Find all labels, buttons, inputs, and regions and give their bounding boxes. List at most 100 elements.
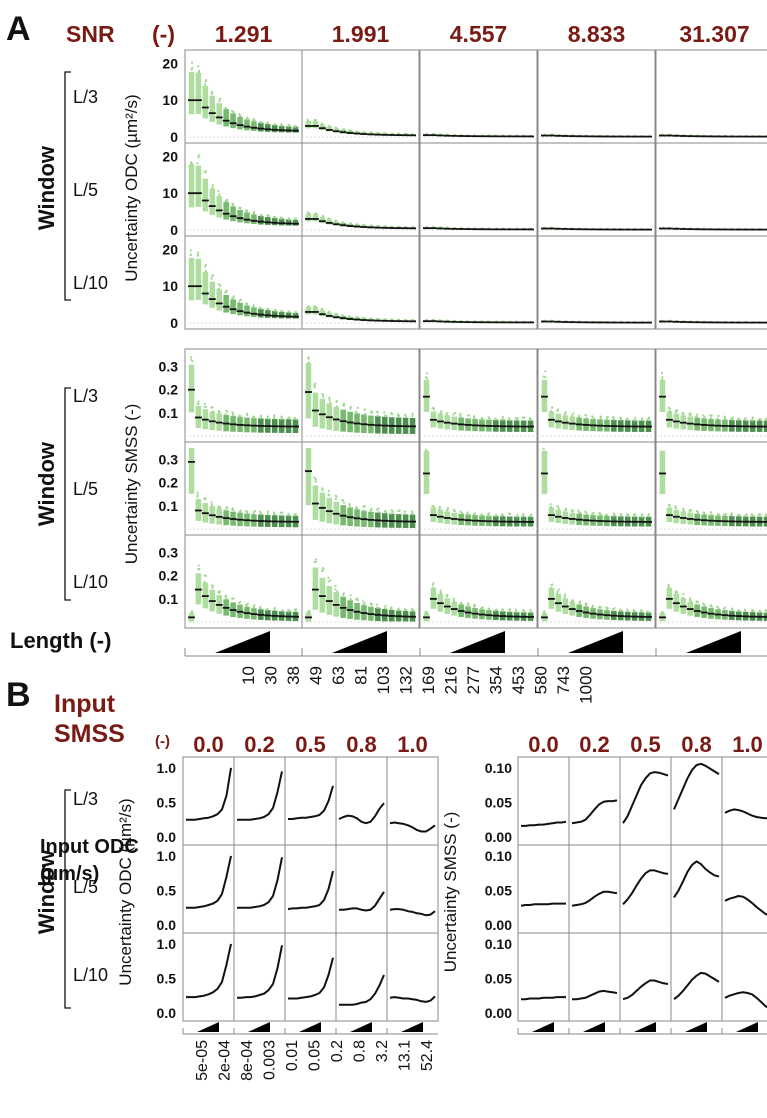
facet-panel <box>537 534 656 629</box>
data-point <box>273 215 276 218</box>
data-point <box>501 608 504 611</box>
data-point <box>210 503 213 506</box>
y-tick-label: 0.0 <box>157 829 177 845</box>
data-point <box>272 511 276 514</box>
data-point <box>751 609 754 612</box>
length-ramp-triangle <box>215 631 270 653</box>
panel-b-window-label: Window <box>34 849 59 934</box>
data-point <box>306 211 310 214</box>
data-point <box>189 163 192 166</box>
data-point <box>682 507 685 511</box>
data-point <box>219 97 222 100</box>
data-point <box>473 513 476 516</box>
data-point <box>590 512 594 515</box>
facet-panel <box>721 756 767 846</box>
data-point <box>577 509 580 512</box>
data-point <box>363 412 366 416</box>
data-point <box>362 131 365 134</box>
data-point <box>585 416 588 420</box>
series-line <box>521 820 567 827</box>
data-point <box>197 564 200 567</box>
data-point <box>266 307 269 311</box>
data-point <box>287 610 290 613</box>
data-point <box>391 510 394 514</box>
data-point <box>751 419 754 422</box>
data-point <box>563 593 567 596</box>
data-point <box>307 305 310 308</box>
data-point <box>446 508 449 511</box>
data-point <box>619 513 622 516</box>
data-point <box>410 510 413 513</box>
data-point <box>717 513 720 516</box>
data-point <box>313 305 316 308</box>
data-point <box>632 608 635 611</box>
data-point <box>396 414 400 417</box>
data-point <box>281 609 284 612</box>
data-point <box>329 401 332 404</box>
data-point <box>682 596 685 600</box>
facet-panel <box>568 844 621 934</box>
data-point <box>328 310 331 314</box>
data-point <box>211 186 214 189</box>
data-point <box>563 595 566 598</box>
data-point <box>572 412 575 415</box>
data-point <box>480 416 483 419</box>
data-point <box>661 376 664 379</box>
data-point <box>253 510 256 513</box>
data-point <box>349 406 352 409</box>
data-point <box>280 309 283 312</box>
data-point <box>640 515 643 518</box>
data-point <box>410 512 414 516</box>
y-tick-label: 20 <box>162 241 178 257</box>
y-tick-label: 0.3 <box>159 452 179 468</box>
data-point <box>252 305 255 309</box>
data-point <box>549 586 553 589</box>
snr-unit: (-) <box>152 21 175 47</box>
input-odc-tick-label: 52.4 <box>419 1040 436 1071</box>
series-line <box>572 989 618 1001</box>
data-point <box>273 608 276 611</box>
data-point <box>190 610 194 613</box>
data-point <box>410 607 413 610</box>
input-smss-unit: (-) <box>155 733 170 750</box>
series-line <box>724 808 767 820</box>
y-tick-label: 0.10 <box>485 936 512 952</box>
facet-panel <box>301 348 420 443</box>
data-point <box>502 418 505 421</box>
data-point <box>259 120 262 124</box>
data-point <box>294 609 297 613</box>
input-odc-tick-label: 2e-04 <box>217 1040 234 1081</box>
data-point <box>564 410 567 414</box>
data-point <box>313 560 316 564</box>
data-point <box>501 415 504 418</box>
facet-panel <box>517 932 570 1022</box>
data-point <box>466 604 469 607</box>
input-smss-value: 1.0 <box>732 732 763 757</box>
data-point <box>329 125 332 128</box>
data-point <box>198 567 201 571</box>
data-point <box>348 129 351 132</box>
data-point <box>549 410 553 413</box>
snr-label: SNR <box>66 21 115 47</box>
data-point <box>314 480 317 483</box>
data-point <box>425 377 429 380</box>
data-point <box>334 497 337 501</box>
facet-panel <box>184 235 303 330</box>
data-point <box>377 606 380 609</box>
y-tick-label: 0.3 <box>159 545 179 561</box>
data-point <box>634 416 637 419</box>
window-label: L/10 <box>73 965 108 985</box>
data-point <box>196 162 199 165</box>
data-point <box>224 107 228 110</box>
data-point <box>336 590 339 593</box>
data-point <box>218 283 221 286</box>
data-point <box>579 511 582 514</box>
data-point <box>321 487 324 491</box>
facet-panel <box>182 932 235 1022</box>
data-point <box>322 214 325 218</box>
data-point <box>225 506 228 509</box>
data-point <box>668 503 671 506</box>
input-smss-value: 0.2 <box>579 732 610 757</box>
data-point <box>695 600 698 603</box>
